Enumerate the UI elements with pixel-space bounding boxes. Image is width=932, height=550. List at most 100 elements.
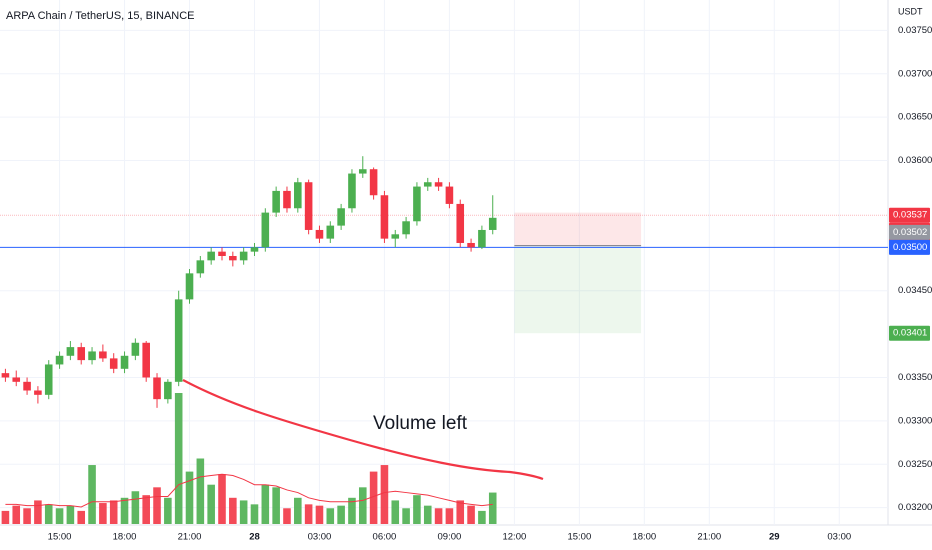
candle-body — [423, 182, 432, 187]
volume-bar — [229, 497, 237, 524]
candle-body — [164, 381, 172, 400]
price-badge-label: 0.03401 — [893, 328, 927, 339]
price-badge — [889, 325, 930, 341]
candle-body — [153, 377, 161, 400]
candle-body — [34, 390, 42, 395]
price-badge-label: 0.03500 — [893, 242, 927, 253]
price-badge-label: 0.03502 — [893, 227, 927, 238]
volume-bar — [99, 503, 107, 524]
volume-bar — [261, 484, 270, 524]
volume-bar — [348, 497, 356, 524]
chart-title: ARPA Chain / TetherUS, 15, BINANCE — [6, 10, 195, 22]
x-tick-label: 18:00 — [632, 532, 656, 543]
candle-body — [456, 203, 465, 243]
annotation-curve — [182, 379, 544, 481]
candle-body — [1, 373, 10, 378]
x-tick-label: 12:00 — [502, 532, 526, 543]
x-tick-label: 21:00 — [178, 532, 202, 543]
candle-body — [88, 351, 96, 361]
volume-bar — [272, 487, 280, 524]
candle-body — [196, 260, 205, 274]
volume-bar — [164, 497, 172, 524]
currency: USDT — [898, 6, 923, 16]
candle-body — [23, 381, 31, 391]
candle-body — [337, 208, 345, 226]
candle-body — [478, 229, 486, 248]
volume-bar — [315, 505, 324, 524]
x-tick-label: 18:00 — [113, 532, 137, 543]
candle-body — [326, 225, 335, 239]
candle-body — [467, 242, 475, 248]
price-badge — [889, 207, 930, 223]
y-tick-label: 0.03300 — [898, 415, 932, 426]
candle-body — [272, 190, 280, 213]
y-tick-label: 0.03650 — [898, 112, 932, 123]
candle-body — [391, 234, 400, 239]
candle-body — [142, 342, 150, 378]
candle-body — [131, 342, 140, 356]
volume-bar — [120, 497, 129, 524]
candle-body — [77, 347, 86, 361]
volume-bar — [445, 508, 454, 524]
x-tick-label: 06:00 — [373, 532, 397, 543]
y-tick-label: 0.03700 — [898, 68, 932, 79]
candle-body — [185, 273, 194, 300]
volume-bar — [358, 487, 367, 524]
volume-bar — [294, 497, 302, 524]
volume-bar — [402, 508, 410, 524]
volume-bar — [423, 505, 432, 524]
volume-bar — [413, 495, 421, 524]
annotation: Volume left — [373, 413, 468, 434]
volume-bar — [456, 500, 465, 524]
volume-bar — [196, 458, 205, 524]
volume-bar — [142, 495, 150, 524]
x-tick-label: 15:00 — [567, 532, 591, 543]
volume-bar — [391, 500, 400, 524]
x-tick-label: 09:00 — [438, 532, 462, 543]
volume-bar — [369, 471, 378, 524]
candle-body — [294, 182, 302, 209]
volume-bar — [326, 508, 335, 524]
candle-body — [488, 217, 497, 230]
volume-bar — [283, 508, 291, 524]
volume-bar — [185, 471, 194, 524]
volume-bar — [12, 505, 21, 524]
y-tick-label: 0.03200 — [898, 502, 932, 513]
volume-bar — [131, 491, 140, 524]
volume-bar — [34, 500, 42, 524]
price-badge — [889, 239, 930, 255]
candle-body — [283, 190, 291, 209]
y-tick-label: 0.03750 — [898, 25, 932, 36]
x-tick-label: 03:00 — [827, 532, 851, 543]
candle-body — [218, 251, 226, 256]
candle-body — [207, 251, 215, 261]
volume-bar — [467, 505, 475, 524]
candle-body — [315, 229, 324, 239]
candle-body — [55, 355, 64, 365]
x-tick-label: 03:00 — [308, 532, 332, 543]
x-tick-label: 21:00 — [697, 532, 721, 543]
candle-body — [239, 251, 248, 261]
volume-bar — [434, 508, 443, 524]
volume-bar — [488, 492, 497, 524]
volume-bar — [153, 487, 161, 524]
volume-bar — [174, 393, 183, 524]
price-badge-label: 0.03537 — [893, 210, 927, 221]
candle-body — [109, 358, 118, 369]
candle-body — [99, 351, 107, 359]
candle-body — [348, 173, 356, 209]
candle-body — [120, 355, 129, 369]
volume-bar — [380, 465, 389, 524]
candle-body — [358, 169, 367, 174]
x-tick-label: 15:00 — [48, 532, 72, 543]
candle-body — [229, 255, 237, 261]
candle-body — [445, 186, 454, 204]
candle-body — [434, 182, 443, 187]
candle-body — [369, 169, 378, 196]
y-tick-label: 0.03600 — [898, 155, 932, 166]
volume-bar — [66, 505, 75, 524]
candle-body — [261, 212, 270, 248]
y-tick-label: 0.03250 — [898, 459, 932, 470]
candle-body — [44, 364, 53, 395]
